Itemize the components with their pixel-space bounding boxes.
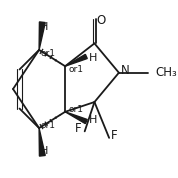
- Text: H: H: [40, 22, 48, 32]
- Polygon shape: [65, 54, 87, 66]
- Text: N: N: [121, 64, 130, 77]
- Polygon shape: [39, 128, 45, 156]
- Text: or1: or1: [68, 105, 83, 114]
- Text: F: F: [111, 129, 117, 142]
- Text: CH₃: CH₃: [156, 66, 177, 79]
- Text: or1: or1: [68, 65, 83, 74]
- Text: F: F: [75, 122, 82, 135]
- Text: or1: or1: [41, 49, 56, 59]
- Polygon shape: [39, 22, 45, 50]
- Polygon shape: [65, 112, 87, 124]
- Text: or1: or1: [41, 121, 56, 130]
- Text: H: H: [89, 53, 97, 63]
- Text: H: H: [40, 146, 48, 156]
- Text: H: H: [89, 115, 97, 125]
- Text: O: O: [96, 14, 106, 27]
